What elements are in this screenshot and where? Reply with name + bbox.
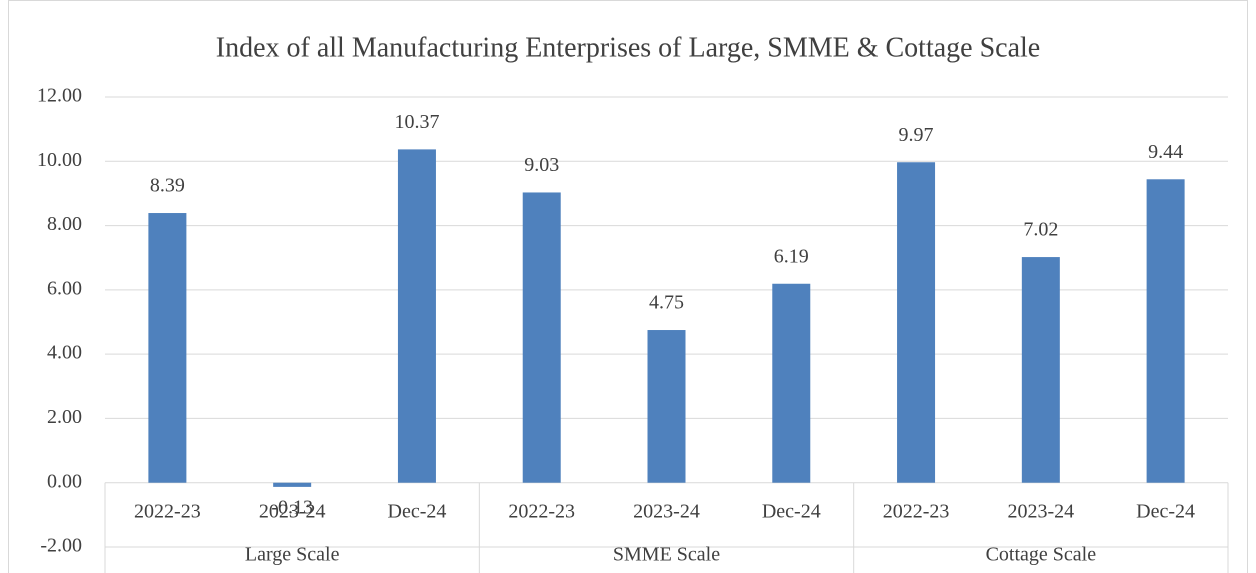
group-label: Cottage Scale <box>986 544 1097 566</box>
data-label: 9.44 <box>1148 141 1183 163</box>
bar <box>522 192 561 483</box>
y-tick-label: 4.00 <box>47 342 82 364</box>
data-label: 9.03 <box>524 154 559 176</box>
bar <box>772 283 811 483</box>
bar <box>647 330 686 483</box>
x-tick-label: Dec-24 <box>388 501 447 523</box>
y-tick-label: 10.00 <box>37 149 82 171</box>
data-label: 10.37 <box>394 111 439 133</box>
group-label: Large Scale <box>245 544 340 566</box>
data-label: 6.19 <box>774 245 809 267</box>
data-label: 7.02 <box>1023 219 1058 241</box>
data-label: 9.97 <box>899 124 934 146</box>
y-tick-label: 12.00 <box>37 85 82 107</box>
bar <box>897 162 936 483</box>
bar <box>1146 179 1185 483</box>
data-label: 4.75 <box>649 292 684 314</box>
chart-frame <box>8 0 1248 573</box>
y-tick-label: -2.00 <box>40 535 82 557</box>
bar <box>397 149 436 483</box>
x-tick-label: 2022-23 <box>883 501 950 523</box>
x-tick-label: 2023-24 <box>1007 501 1074 523</box>
data-label: 8.39 <box>150 175 185 197</box>
bar <box>1021 257 1060 483</box>
y-tick-label: 8.00 <box>47 213 82 235</box>
x-tick-label: 2022-23 <box>134 501 201 523</box>
group-label: SMME Scale <box>613 544 720 566</box>
x-tick-label: 2023-24 <box>633 501 700 523</box>
x-tick-label: 2023-24 <box>259 501 326 523</box>
y-tick-label: 0.00 <box>47 470 82 492</box>
x-tick-label: 2022-23 <box>508 501 575 523</box>
bar <box>273 482 312 487</box>
y-tick-label: 6.00 <box>47 277 82 299</box>
bar <box>148 213 187 483</box>
x-tick-label: Dec-24 <box>762 501 821 523</box>
data-label: -0.13 <box>271 496 313 518</box>
y-tick-label: 2.00 <box>47 406 82 428</box>
chart-title: Index of all Manufacturing Enterprises o… <box>216 32 1040 63</box>
x-tick-label: Dec-24 <box>1136 501 1195 523</box>
